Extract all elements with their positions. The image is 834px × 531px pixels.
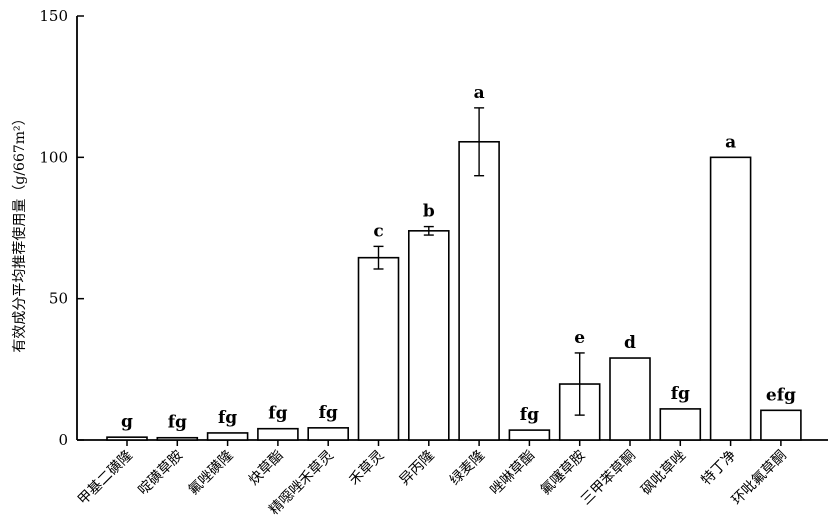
bar	[458, 140, 500, 441]
bar	[407, 230, 450, 441]
x-tick-label: 甲基二磺隆	[74, 447, 136, 509]
significance-label: g	[121, 412, 133, 432]
axes: 0 50 100 150	[39, 7, 828, 449]
significance-label: fg	[168, 413, 187, 433]
significance-label: e	[574, 328, 585, 348]
significance-label: efg	[766, 385, 796, 405]
bar	[609, 357, 651, 441]
x-tick-label: 氟唑磺隆	[186, 448, 237, 499]
bars	[106, 107, 802, 441]
significance-label: a	[474, 83, 485, 103]
bar	[257, 427, 299, 441]
y-tick-label: 100	[39, 148, 68, 166]
y-tick-label: 0	[58, 431, 68, 449]
x-tick-label: 啶磺草胺	[135, 448, 186, 499]
significance-label: d	[624, 333, 636, 353]
x-tick-label: 绿麦隆	[447, 448, 488, 489]
x-tick-label: 炔草酯	[246, 448, 287, 489]
significance-label: fg	[520, 405, 539, 425]
x-tick-label: 唑啉草酯	[487, 448, 538, 499]
significance-label: fg	[268, 404, 287, 424]
bar	[709, 156, 752, 441]
x-tick-label: 禾草灵	[346, 448, 387, 489]
bar	[307, 427, 350, 441]
x-tick-label: 特丁净	[698, 448, 739, 489]
bar	[206, 432, 249, 441]
x-tick-label: 氟噻草胺	[537, 447, 589, 499]
bar	[508, 429, 551, 441]
y-axis-label: 有效成分平均推荐使用量（g/667m²）	[11, 111, 28, 352]
x-tick-label: 砜吡草唑	[638, 448, 689, 499]
bar	[760, 409, 802, 441]
y-tick-label: 150	[39, 7, 68, 25]
significance-label: a	[725, 132, 736, 152]
y-tick-label: 50	[49, 290, 68, 308]
significance-label: b	[423, 202, 435, 222]
bar	[106, 436, 148, 441]
bar	[156, 436, 199, 441]
x-tick-label: 环吡氟草酮	[729, 448, 790, 509]
significance-label: fg	[218, 408, 237, 428]
significance-label: c	[373, 221, 383, 241]
significance-label: fg	[671, 384, 690, 404]
significance-label: fg	[319, 403, 338, 423]
x-tick-label: 三甲苯草酮	[577, 447, 639, 509]
x-tick-label: 异丙隆	[397, 448, 438, 489]
bar	[659, 408, 702, 441]
bar	[357, 256, 400, 441]
